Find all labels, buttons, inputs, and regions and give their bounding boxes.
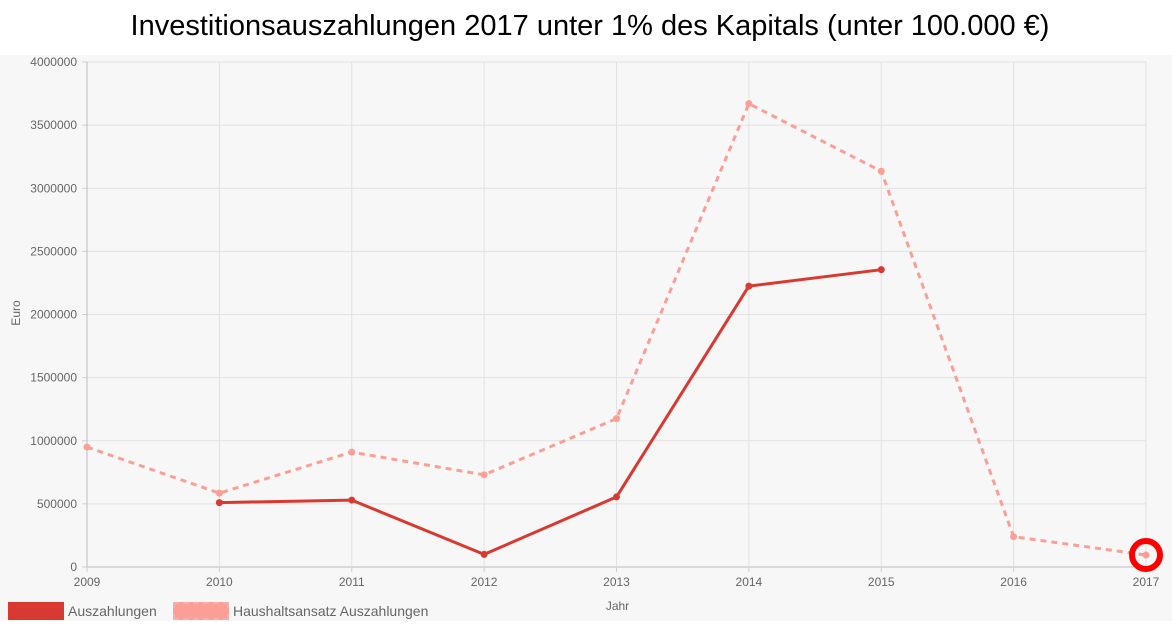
series-line-auszahlungen xyxy=(219,268,882,556)
legend-item-auszahlungen[interactable]: Auszahlungen xyxy=(8,600,157,622)
x-axis-label: Jahr xyxy=(605,599,630,613)
data-point-auszahlungen xyxy=(745,282,753,290)
series-layer xyxy=(83,100,1150,559)
y-tick-label: 1000000 xyxy=(30,434,77,448)
y-axis-label: Euro xyxy=(9,300,23,326)
x-tick-label: 2016 xyxy=(1000,575,1027,589)
x-axis-ticks: 2009 2010 2011 2012 2013 2014 2015 2016 2017 xyxy=(74,575,1160,589)
x-tick-label: 2011 xyxy=(339,575,365,589)
highlight-ring xyxy=(1129,538,1163,573)
y-tick-label: 2000000 xyxy=(30,308,77,322)
data-point-haushaltsansatz xyxy=(1010,533,1018,541)
y-axis-ticks: 0 500000 1000000 1500000 2000000 2500000 30000… xyxy=(30,55,77,574)
y-tick-label: 500000 xyxy=(37,497,77,511)
annotation-layer xyxy=(1129,538,1163,573)
grid-lines xyxy=(82,61,1147,572)
y-tick-label: 3500000 xyxy=(30,118,77,132)
y-tick-label: 4000000 xyxy=(30,55,77,69)
plot-background xyxy=(0,55,1172,621)
y-tick-label: 1500000 xyxy=(30,371,77,385)
x-tick-label: 2014 xyxy=(736,575,763,589)
y-tick-label: 0 xyxy=(70,560,77,574)
data-point-auszahlungen xyxy=(613,493,620,501)
x-tick-label: 2015 xyxy=(868,575,895,589)
data-point-auszahlungen xyxy=(215,499,223,507)
legend-label-haushaltsansatz: Haushaltsansatz Auszahlungen xyxy=(233,603,429,619)
data-point-haushaltsansatz xyxy=(348,448,356,456)
x-tick-label: 2009 xyxy=(74,575,101,589)
x-tick-label: 2013 xyxy=(603,575,630,589)
x-tick-label: 2010 xyxy=(206,575,233,589)
data-point-haushaltsansatz xyxy=(613,415,620,423)
legend-label-auszahlungen: Auszahlungen xyxy=(68,603,157,619)
data-point-haushaltsansatz xyxy=(83,443,91,451)
data-point-haushaltsansatz xyxy=(480,471,488,479)
legend-swatch-auszahlungen xyxy=(8,602,64,620)
legend-item-haushaltsansatz[interactable]: Haushaltsansatz Auszahlungen xyxy=(173,600,428,622)
data-point-auszahlungen xyxy=(877,266,885,274)
y-tick-label: 2500000 xyxy=(30,244,77,258)
x-tick-label: 2012 xyxy=(471,575,498,589)
data-point-haushaltsansatz xyxy=(745,100,753,108)
data-point-auszahlungen xyxy=(480,550,488,558)
data-point-haushaltsansatz xyxy=(877,167,885,175)
y-tick-label: 3000000 xyxy=(30,181,77,195)
data-point-haushaltsansatz xyxy=(215,489,223,497)
data-point-auszahlungen xyxy=(348,496,356,504)
chart-title: Investitionsauszahlungen 2017 unter 1% d… xyxy=(130,10,1050,42)
data-point-haushaltsansatz xyxy=(1142,551,1150,559)
legend-swatch-haushaltsansatz xyxy=(173,602,229,620)
x-tick-label: 2017 xyxy=(1133,575,1160,589)
